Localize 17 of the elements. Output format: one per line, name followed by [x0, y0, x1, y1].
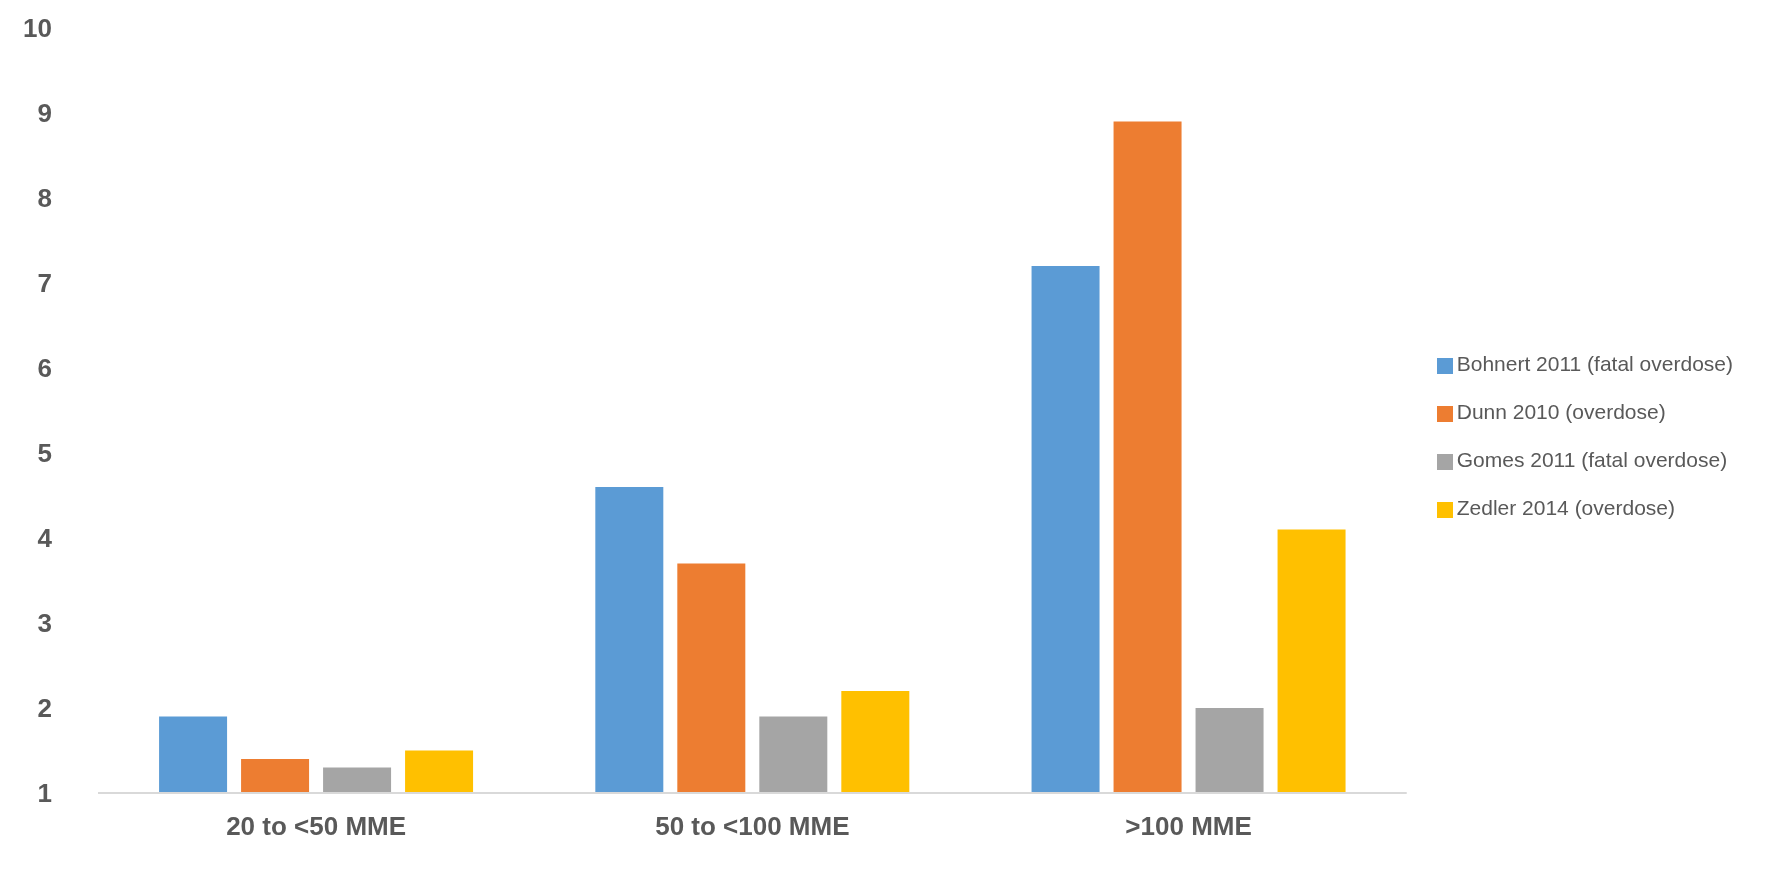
y-tick-label: 3	[37, 608, 52, 639]
y-tick-label: 1	[37, 778, 52, 809]
legend-label: Gomes 2011 (fatal overdose)	[1456, 447, 1728, 471]
y-tick-label: 4	[37, 523, 53, 554]
legend-label: Zedler 2014 (overdose)	[1456, 495, 1676, 519]
y-tick-label: 6	[37, 353, 52, 384]
legend-label: Dunn 2010 (overdose)	[1456, 399, 1666, 423]
x-tick-label: >100 MME	[1125, 811, 1252, 842]
y-tick-label: 5	[37, 438, 52, 469]
y-tick-label: 10	[23, 13, 52, 44]
x-tick-label: 20 to <50 MME	[226, 811, 407, 842]
y-tick-label: 2	[37, 693, 52, 724]
y-tick-label: 9	[37, 98, 52, 129]
y-tick-label: 7	[37, 268, 52, 299]
y-tick-label: 8	[37, 183, 52, 214]
x-tick-label: 50 to <100 MME	[655, 811, 850, 842]
legend-label: Bohnert 2011 (fatal overdose)	[1456, 351, 1733, 375]
